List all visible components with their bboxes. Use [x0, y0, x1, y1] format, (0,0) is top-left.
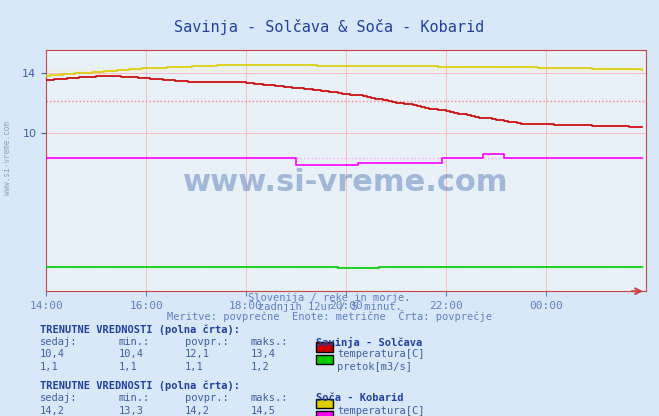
- Text: pretok[m3/s]: pretok[m3/s]: [337, 362, 413, 372]
- Text: Savinja - Solčava & Soča - Kobarid: Savinja - Solčava & Soča - Kobarid: [175, 19, 484, 35]
- Text: temperatura[C]: temperatura[C]: [337, 349, 425, 359]
- Text: TRENUTNE VREDNOSTI (polna črta):: TRENUTNE VREDNOSTI (polna črta):: [40, 381, 239, 391]
- Text: 1,1: 1,1: [119, 362, 137, 372]
- Text: temperatura[C]: temperatura[C]: [337, 406, 425, 416]
- Text: sedaj:: sedaj:: [40, 393, 77, 403]
- Text: zadnjih 12ur / 5 minut.: zadnjih 12ur / 5 minut.: [258, 302, 401, 312]
- Text: min.:: min.:: [119, 393, 150, 403]
- Text: 14,2: 14,2: [185, 406, 210, 416]
- Text: www.si-vreme.com: www.si-vreme.com: [183, 168, 509, 197]
- Text: maks.:: maks.:: [250, 337, 288, 347]
- Text: povpr.:: povpr.:: [185, 337, 228, 347]
- Text: 1,1: 1,1: [185, 362, 203, 372]
- Text: Soča - Kobarid: Soča - Kobarid: [316, 393, 404, 403]
- Text: povpr.:: povpr.:: [185, 393, 228, 403]
- Text: sedaj:: sedaj:: [40, 337, 77, 347]
- Text: 10,4: 10,4: [40, 349, 65, 359]
- Text: 1,2: 1,2: [250, 362, 269, 372]
- Text: TRENUTNE VREDNOSTI (polna črta):: TRENUTNE VREDNOSTI (polna črta):: [40, 324, 239, 335]
- Text: 13,4: 13,4: [250, 349, 275, 359]
- Text: Meritve: povprečne  Enote: metrične  Črta: povprečje: Meritve: povprečne Enote: metrične Črta:…: [167, 310, 492, 322]
- Text: maks.:: maks.:: [250, 393, 288, 403]
- Text: 14,2: 14,2: [40, 406, 65, 416]
- Text: 14,5: 14,5: [250, 406, 275, 416]
- Text: Slovenija / reke in morje.: Slovenija / reke in morje.: [248, 293, 411, 303]
- Text: 1,1: 1,1: [40, 362, 58, 372]
- Text: 10,4: 10,4: [119, 349, 144, 359]
- Text: min.:: min.:: [119, 337, 150, 347]
- Text: 12,1: 12,1: [185, 349, 210, 359]
- Text: 13,3: 13,3: [119, 406, 144, 416]
- Text: Savinja - Solčava: Savinja - Solčava: [316, 337, 422, 348]
- Text: www.si-vreme.com: www.si-vreme.com: [3, 121, 13, 195]
